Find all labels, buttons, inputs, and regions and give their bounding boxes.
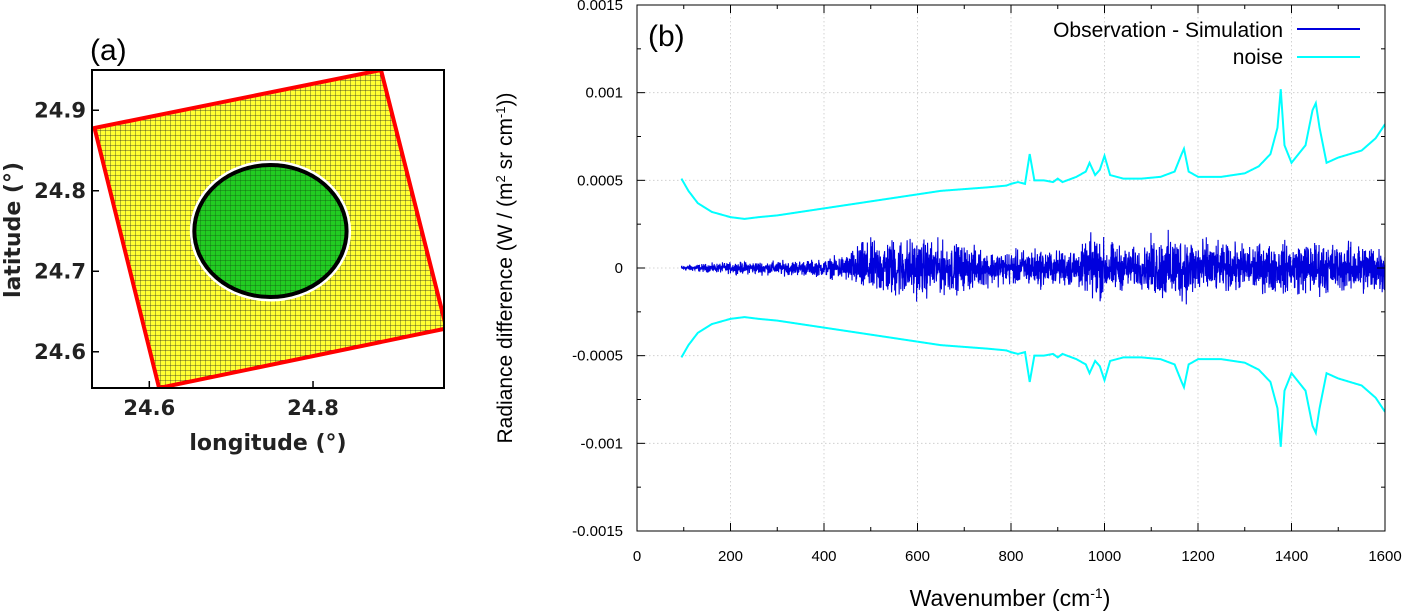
series-line-observation-simulation [680,229,1385,305]
legend-label-noise: noise [1233,46,1283,69]
legend: Observation - Simulation noise [1053,19,1360,69]
series-line-noise-upper [680,89,1385,220]
panel-b-ytick-label: 0.0005 [577,172,623,189]
panel-a-frame [91,69,445,389]
panel-b-ytick-label: 0.0015 [577,0,623,14]
panel-b-xtick-label: 200 [718,548,743,565]
panel-a-xlabel: longitude (°) [189,431,346,456]
legend-label-observation-simulation: Observation - Simulation [1053,19,1283,42]
panel-b-ticks: 0 200 400 600 800 1000 1200 1400 1600 0.0015 0.001… [572,0,1402,565]
panel-b-label: (b) [648,20,685,53]
panel-a: 24.6 24.8 24.9 24.8 24.7 24.6 (a) longitude (… [1,34,445,456]
footprint-outline [92,70,444,388]
panel-b-plot-area [680,89,1385,447]
panel-b-ytick-label: 0 [615,260,623,277]
panel-a-ylabel: latitude (°) [1,162,26,298]
panel-a-xtick-label: 24.8 [287,396,339,420]
panel-a-ytick-label: 24.8 [34,179,86,203]
panel-b-xtick-label: 1400 [1275,548,1308,565]
panel-a-plot-area [92,70,444,388]
panel-a-xtick-label: 24.6 [123,396,175,420]
panel-a-ytick-label: 24.9 [34,98,86,122]
panel-b-xtick-label: 0 [633,548,641,565]
panel-b-xtick-label: 600 [905,548,930,565]
panel-b-ytick-label: 0.001 [585,85,623,102]
panel-b-ytick-label: -0.0015 [572,523,623,540]
panel-a-ytick-label: 24.6 [34,340,86,364]
panel-b-ylabel: Radiance difference (W / (m2 sr cm-1)) [493,93,518,444]
panel-a-ytick-label: 24.7 [34,259,86,283]
panel-b-xtick-label: 1000 [1088,548,1121,565]
panel-b-ytick-label: -0.0005 [572,348,623,365]
panel-b-xtick-label: 1600 [1368,548,1401,565]
panel-a-label: (a) [90,34,127,67]
panel-b: 0 200 400 600 800 1000 1200 1400 1600 0.0015 0.001… [493,0,1402,611]
panel-b-xtick-label: 1200 [1181,548,1214,565]
series-line-noise-lower [680,316,1385,447]
panel-b-xlabel: Wavenumber (cm-1) [910,585,1111,611]
panel-b-xtick-label: 800 [998,548,1023,565]
circle-black-ring [192,162,349,300]
panel-b-xtick-label: 400 [811,548,836,565]
circle-footprint [194,164,347,298]
panel-a-ticks: 24.6 24.8 24.9 24.8 24.7 24.6 [34,98,339,420]
panel-b-ytick-label: -0.001 [580,435,623,452]
